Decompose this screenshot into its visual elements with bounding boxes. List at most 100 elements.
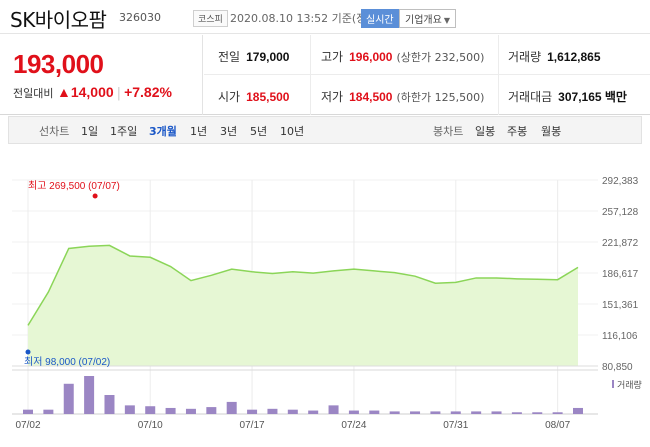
volume-stat: 거래량 1,612,865: [508, 48, 601, 65]
tab-3month[interactable]: 3개월: [149, 125, 177, 138]
volume-bar: [511, 412, 522, 414]
amount-label: 거래대금: [508, 90, 553, 104]
volume-bar: [410, 411, 421, 414]
price-point: [495, 277, 497, 279]
x-tick-label: 07/17: [240, 420, 265, 431]
price-point: [332, 270, 334, 272]
volume-bar: [308, 410, 319, 414]
x-tick-label: 07/10: [138, 420, 163, 431]
price-point: [434, 282, 436, 284]
tab-monthly-candle[interactable]: 월봉: [541, 125, 562, 138]
open-stat: 시가 185,500: [218, 88, 289, 105]
open-label: 시가: [218, 90, 241, 104]
price-point: [292, 271, 294, 273]
price-point: [312, 272, 314, 274]
realtime-button[interactable]: 실시간: [361, 9, 399, 28]
chart-period-tabs: 선차트 1일 1주일 3개월 1년 3년 5년 10년 봉차트 일봉 주봉 월봉: [8, 116, 642, 144]
tab-1day[interactable]: 1일: [81, 125, 99, 138]
volume-bar: [267, 408, 278, 414]
price-point: [455, 281, 457, 283]
price-chart: 292,383 257,128 221,872 186,617 151,361 116,1…: [0, 144, 650, 443]
volume-bar: [63, 383, 74, 414]
column-divider: [310, 35, 311, 115]
volume-bar: [185, 408, 196, 414]
stats-row-2: 시가 185,500 저가 184,500 (하한가 125,500) 거래대금 307…: [204, 75, 650, 115]
price-area: [28, 245, 578, 366]
tab-weekly-candle[interactable]: 주봉: [507, 125, 528, 138]
volume-bar: [389, 411, 400, 414]
price-point: [556, 278, 558, 280]
x-tick-label: 08/07: [545, 420, 570, 431]
candle-chart-label: 봉차트: [433, 125, 464, 138]
volume-bar: [287, 409, 298, 414]
volume-label: 거래량: [508, 50, 542, 64]
volume-bar: [369, 410, 380, 414]
volume-bar: [104, 395, 115, 414]
price-box: 193,000 전일대비 ▲14,000 | +7.82%: [0, 35, 203, 115]
change-value: ▲14,000: [56, 84, 114, 100]
tab-5year[interactable]: 5년: [250, 125, 268, 138]
low-value: 184,500: [349, 90, 393, 104]
y-tick-label: 116,106: [602, 331, 638, 342]
change-label: 전일대비: [13, 87, 54, 100]
y-tick-label: 221,872: [602, 238, 639, 249]
tab-1week[interactable]: 1주일: [110, 125, 138, 138]
tab-10year[interactable]: 10년: [280, 125, 305, 138]
volume-bar: [124, 405, 135, 414]
price-line: [27, 244, 579, 326]
y-tick-label: 186,617: [602, 269, 639, 280]
x-tick-label: 07/31: [443, 420, 468, 431]
y-tick-label: 80,850: [602, 362, 633, 373]
prev-close-stat: 전일 179,000: [218, 48, 289, 65]
volume-bar: [206, 407, 217, 414]
volume-bar: [165, 407, 176, 414]
price-point: [577, 266, 579, 268]
tab-daily-candle[interactable]: 일봉: [475, 125, 496, 138]
volume-bar: [552, 412, 563, 414]
stock-name: SK바이오팜: [10, 8, 107, 32]
price-point: [414, 275, 416, 277]
tab-1year[interactable]: 1년: [190, 125, 208, 138]
price-point: [373, 270, 375, 272]
company-overview-label: 기업개요: [405, 15, 442, 26]
prev-close-value: 179,000: [246, 50, 290, 64]
volume-legend-swatch: [612, 380, 614, 388]
y-tick-label: 151,361: [602, 300, 639, 311]
volume-bar: [226, 401, 237, 414]
price-point: [393, 271, 395, 273]
price-point: [475, 277, 477, 279]
price-change: 전일대비 ▲14,000 | +7.82%: [13, 84, 172, 101]
volume-legend-label: 거래량: [617, 379, 642, 390]
volume-bar: [23, 409, 33, 414]
low-label: 저가: [321, 90, 344, 104]
min-marker: [25, 349, 31, 355]
volume-bar: [471, 411, 482, 414]
price-point: [169, 265, 171, 267]
price-point: [149, 256, 151, 258]
volume-bar: [145, 406, 156, 414]
line-chart-label: 선차트: [39, 125, 70, 138]
change-percent: +7.82%: [124, 84, 172, 100]
high-value: 196,000: [349, 50, 393, 64]
price-point: [88, 245, 90, 247]
price-point: [251, 271, 253, 273]
volume-bar: [573, 407, 583, 414]
price-point: [536, 278, 538, 280]
tab-3year[interactable]: 3년: [220, 125, 238, 138]
y-tick-label: 292,383: [602, 176, 639, 187]
chevron-down-icon: ▼: [443, 16, 450, 25]
high-stat: 고가 196,000 (상한가 232,500): [321, 48, 484, 65]
amount-value: 307,165 백만: [558, 90, 627, 104]
column-divider: [498, 35, 499, 115]
company-overview-dropdown[interactable]: 기업개요 ▼: [399, 9, 456, 28]
volume-bar: [348, 410, 359, 414]
upper-limit: (상한가 232,500): [396, 51, 485, 64]
volume-bar: [491, 411, 502, 414]
volume-bar: [430, 411, 441, 414]
x-tick-label: 07/02: [15, 420, 40, 431]
price-point: [210, 274, 212, 276]
max-annotation: 최고 269,500 (07/07): [28, 180, 120, 192]
price-stats: 전일 179,000 고가 196,000 (상한가 232,500) 거래량 1,61…: [204, 35, 650, 115]
high-label: 고가: [321, 50, 344, 64]
price-point: [27, 324, 29, 326]
